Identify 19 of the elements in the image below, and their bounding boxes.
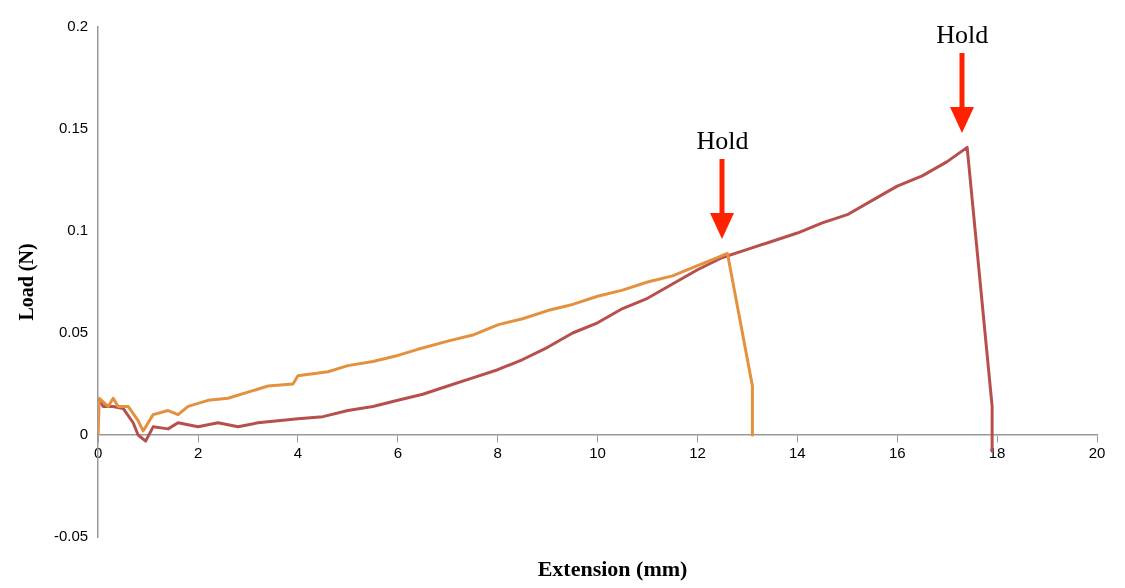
- y-tick-label: 0: [79, 425, 89, 443]
- y-tick-label: 0.2: [67, 17, 89, 35]
- x-axis-title: Extension (mm): [536, 556, 689, 582]
- y-axis-title: Load (N): [15, 243, 39, 321]
- x-tick-label: 2: [193, 444, 203, 462]
- x-tick-label: 14: [789, 444, 806, 462]
- annotation: Hold: [936, 20, 989, 50]
- y-tick-label: 0.1: [67, 221, 89, 239]
- x-tick-label: 8: [493, 444, 502, 462]
- x-tick-label: 12: [689, 444, 706, 462]
- x-tick-label: 20: [1088, 444, 1106, 462]
- y-tick-label: 0.15: [58, 119, 89, 137]
- x-tick-label: 10: [589, 444, 606, 462]
- x-tick-label: 4: [293, 444, 303, 462]
- annotation: Hold: [696, 126, 749, 156]
- x-tick-label: 6: [393, 444, 402, 462]
- y-tick-label: -0.05: [53, 527, 89, 545]
- x-tick-label: 16: [888, 444, 906, 462]
- y-tick-label: 0.05: [58, 323, 89, 341]
